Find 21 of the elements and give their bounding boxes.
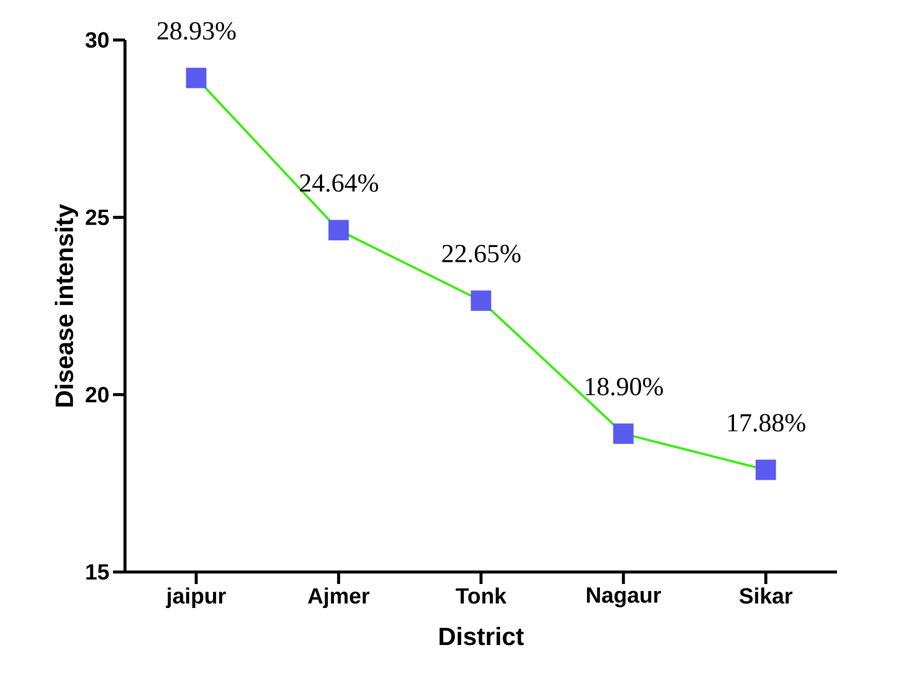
x-tick-label: Tonk	[456, 588, 507, 604]
x-axis-title: District	[440, 626, 524, 646]
point	[186, 68, 206, 88]
data-label: 22.65%	[442, 244, 520, 262]
point	[470, 290, 492, 311]
point	[613, 423, 634, 444]
x-tick-label: Nagaur	[586, 588, 661, 608]
data-label: 17.88%	[728, 414, 806, 432]
data-label: 18.90%	[586, 378, 663, 396]
x-tick-label: Sikar	[740, 588, 792, 604]
data-label: 28.93%	[158, 22, 236, 40]
point	[756, 460, 776, 480]
y-tick-label: 30	[86, 32, 109, 48]
x-tick-label: jaipur	[166, 588, 226, 608]
data-label: 24.64%	[300, 174, 378, 192]
y-tick-label: 20	[86, 386, 109, 402]
y-axis-title: Disease intensity	[54, 204, 78, 406]
y-tick-label: 15	[86, 564, 109, 580]
x-tick-label: Ajmer	[308, 588, 370, 608]
point	[328, 220, 349, 240]
y-tick-label: 25	[86, 210, 109, 226]
